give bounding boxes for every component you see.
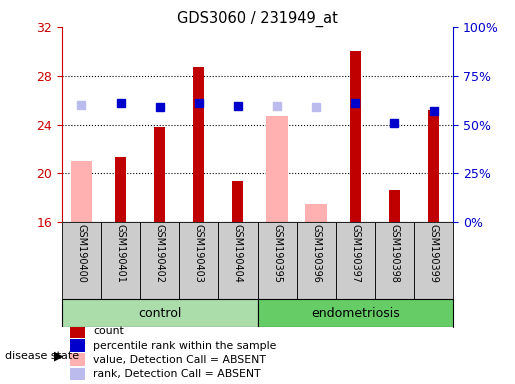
Bar <box>305 204 327 222</box>
Bar <box>62 299 258 328</box>
Bar <box>101 222 140 299</box>
Bar <box>70 367 85 380</box>
Bar <box>428 110 439 222</box>
Bar <box>70 339 85 352</box>
Text: GSM190398: GSM190398 <box>389 225 400 283</box>
Text: GSM190396: GSM190396 <box>311 225 321 283</box>
Text: GSM190404: GSM190404 <box>233 225 243 283</box>
Bar <box>179 222 218 299</box>
Text: rank, Detection Call = ABSENT: rank, Detection Call = ABSENT <box>93 369 261 379</box>
Bar <box>297 222 336 299</box>
Text: endometriosis: endometriosis <box>311 307 400 320</box>
Bar <box>350 51 361 222</box>
Text: count: count <box>93 326 124 336</box>
Text: disease state: disease state <box>5 351 79 361</box>
Bar <box>389 190 400 222</box>
Text: GSM190402: GSM190402 <box>154 225 165 283</box>
Bar <box>70 325 85 338</box>
Text: GSM190400: GSM190400 <box>76 225 87 283</box>
Bar <box>258 222 297 299</box>
Text: GSM190395: GSM190395 <box>272 225 282 283</box>
Bar <box>154 127 165 222</box>
Bar <box>375 222 414 299</box>
Text: value, Detection Call = ABSENT: value, Detection Call = ABSENT <box>93 355 266 365</box>
Text: GSM190401: GSM190401 <box>115 225 126 283</box>
Bar <box>336 222 375 299</box>
Bar <box>414 222 453 299</box>
Text: GSM190397: GSM190397 <box>350 225 360 283</box>
Bar <box>193 67 204 222</box>
Bar <box>232 180 244 222</box>
Text: percentile rank within the sample: percentile rank within the sample <box>93 341 277 351</box>
Bar <box>115 157 126 222</box>
Title: GDS3060 / 231949_at: GDS3060 / 231949_at <box>177 11 338 27</box>
Bar <box>266 116 288 222</box>
Bar <box>258 299 453 328</box>
Text: GSM190399: GSM190399 <box>428 225 439 283</box>
Bar <box>71 161 92 222</box>
Text: control: control <box>138 307 181 320</box>
Bar <box>140 222 179 299</box>
Text: ▶: ▶ <box>54 349 64 362</box>
Text: GSM190403: GSM190403 <box>194 225 204 283</box>
Bar <box>218 222 258 299</box>
Bar <box>70 354 85 366</box>
Bar <box>62 222 101 299</box>
